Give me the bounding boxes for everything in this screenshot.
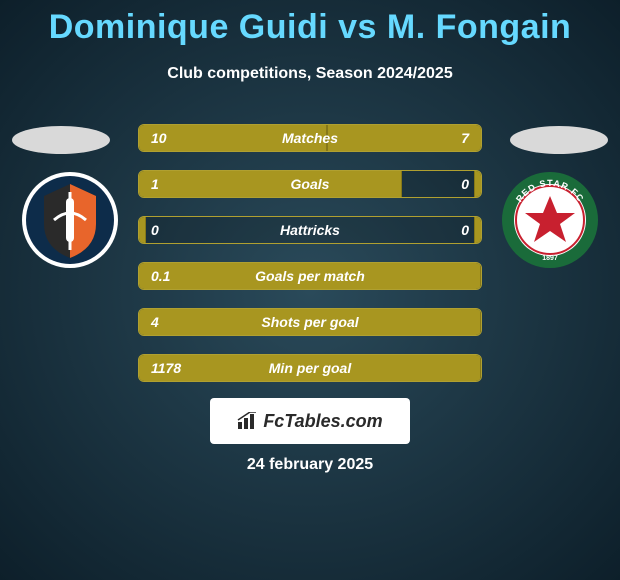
bar-right [480,309,481,335]
team-crest-left [20,170,120,270]
fctables-logo[interactable]: FcTables.com [210,398,410,444]
stat-value-right: 0 [461,222,469,238]
team-crest-right: RED STAR FC 1897 [500,170,600,270]
stat-value-right: 7 [461,130,469,146]
stat-row-min-per-goal: 1178 Min per goal [138,354,482,382]
chart-icon [237,412,259,430]
stat-label: Goals per match [255,268,365,284]
stat-row-hattricks: 0 Hattricks 0 [138,216,482,244]
stat-value-right: 0 [461,176,469,192]
logo-label: FcTables.com [263,411,382,432]
comparison-date: 24 february 2025 [0,456,620,474]
stat-value-left: 0 [151,222,159,238]
stat-row-goals: 1 Goals 0 [138,170,482,198]
subtitle: Club competitions, Season 2024/2025 [0,65,620,83]
stats-container: 10 Matches 7 1 Goals 0 0 Hattricks 0 0.1… [138,124,482,400]
stat-value-left: 4 [151,314,159,330]
stat-row-goals-per-match: 0.1 Goals per match [138,262,482,290]
stat-label: Goals [291,176,330,192]
bar-right [480,355,481,381]
stat-value-left: 10 [151,130,167,146]
bar-right [327,125,481,151]
stat-value-left: 1178 [151,360,181,376]
bar-right [480,263,481,289]
bar-right [474,171,481,197]
stat-value-left: 0.1 [151,268,170,284]
bar-right [474,217,481,243]
stat-label: Hattricks [280,222,340,238]
stat-row-shots-per-goal: 4 Shots per goal [138,308,482,336]
svg-text:1897: 1897 [542,255,558,262]
bar-left [139,171,402,197]
shadow-ellipse-right [510,126,608,154]
stat-value-left: 1 [151,176,159,192]
stat-row-matches: 10 Matches 7 [138,124,482,152]
stat-label: Matches [282,130,338,146]
logo-text: FcTables.com [237,411,382,432]
stat-label: Shots per goal [261,314,358,330]
stat-label: Min per goal [269,360,351,376]
shadow-ellipse-left [12,126,110,154]
page-title: Dominique Guidi vs M. Fongain [0,0,620,47]
bar-left [139,217,146,243]
